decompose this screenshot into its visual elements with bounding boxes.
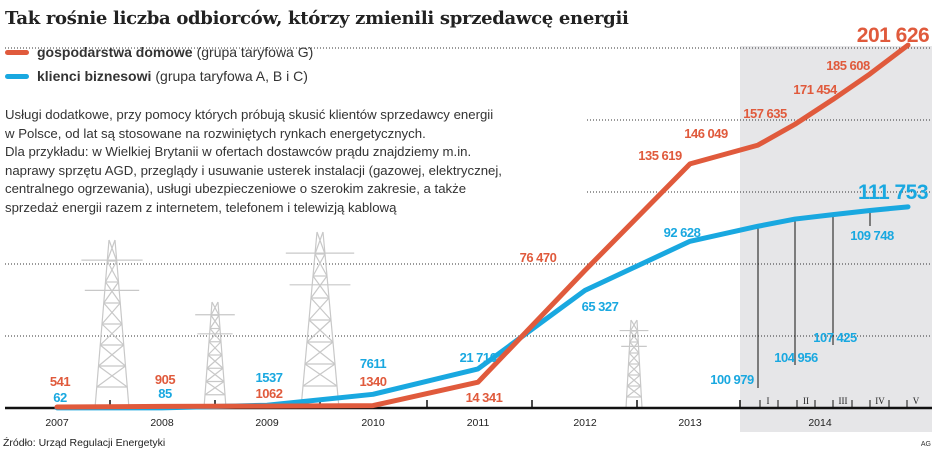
month-label: II <box>803 396 809 406</box>
pylon-brace <box>627 363 641 376</box>
data-label: 62 <box>53 390 67 405</box>
pylon-brace <box>209 314 221 329</box>
data-label: 7611 <box>360 356 386 371</box>
pylon-icon <box>195 301 235 409</box>
legend-swatch-red <box>5 49 29 55</box>
data-label: 65 327 <box>582 299 619 314</box>
pylon-brace <box>629 319 639 332</box>
pylon-brace <box>204 381 226 396</box>
pylon-brace <box>104 260 120 283</box>
data-label: 107 425 <box>813 330 857 345</box>
year-label: 2010 <box>361 417 385 429</box>
month-label: III <box>839 396 848 406</box>
data-label: 85 <box>158 386 172 401</box>
legend-item-households: gospodarstwa domowe (grupa taryfowa G) <box>5 44 313 60</box>
data-label: 171 454 <box>793 82 838 97</box>
legend-label-bold: klienci biznesowi <box>37 68 152 84</box>
data-label: 104 956 <box>774 350 818 365</box>
pylon-brace <box>205 367 225 382</box>
pylon-icon <box>285 231 355 409</box>
pylon-brace <box>306 319 334 343</box>
data-label: 109 748 <box>850 228 894 243</box>
pylon-icon <box>81 239 143 409</box>
pylon-brace <box>314 231 326 255</box>
year-label: 2013 <box>678 417 702 429</box>
description-line: Usługi dodatkowe, przy pomocy których pr… <box>5 107 494 122</box>
data-label: 157 635 <box>743 106 787 121</box>
series-line <box>54 42 911 410</box>
pylon-brace <box>628 341 640 354</box>
highlight-2014 <box>740 46 932 432</box>
pylon-icon <box>619 319 649 409</box>
year-label: 2007 <box>45 417 69 429</box>
legend-swatch-blue <box>5 73 29 79</box>
legend-item-business: klienci biznesowi (grupa taryfowa A, B i… <box>5 68 308 84</box>
data-label: 185 608 <box>826 58 870 73</box>
data-label: 14 341 <box>466 390 503 405</box>
description-line: sprzedaż energii razem z internetem, tel… <box>5 199 397 215</box>
data-label: 76 470 <box>520 250 557 265</box>
pylon-brace <box>308 297 332 321</box>
description-line: Dla przykładu: w Wielkiej Brytanii w ofe… <box>5 144 472 159</box>
pylon-brace <box>210 301 220 316</box>
year-label: 2012 <box>573 417 597 429</box>
description-line: naprawy sprzętu AGD, przeglądy i usuwani… <box>5 162 502 178</box>
year-label: 2014 <box>808 417 832 429</box>
pylon-arm <box>81 259 143 291</box>
data-label: 541 <box>50 374 70 389</box>
data-label: 1537 <box>256 370 283 385</box>
pylon-brace <box>98 344 126 367</box>
pylon-brace <box>310 275 330 299</box>
data-label: 135 619 <box>638 148 682 163</box>
month-label: IV <box>875 396 885 406</box>
pylon-brace <box>628 352 640 365</box>
credit: AG <box>920 441 931 448</box>
pylon-brace <box>312 253 328 277</box>
legend-label-bold: gospodarstwa domowe <box>37 44 193 60</box>
pylon-arm <box>285 252 355 286</box>
pylon-brace <box>99 323 125 346</box>
data-label: 905 <box>155 372 175 387</box>
description-line: centralnego ogrzewania), usługi ubezpiec… <box>5 181 467 196</box>
pylon-brace <box>629 330 639 343</box>
legend-label-rest: (grupa taryfowa G) <box>196 44 314 60</box>
pylon-brace <box>304 341 336 365</box>
chart-title: Tak rośnie liczba odbiorców, którzy zmie… <box>5 8 629 29</box>
data-label: 92 628 <box>664 225 701 240</box>
pylon-brace <box>96 365 128 388</box>
pylon-brace <box>626 385 642 398</box>
year-label: 2008 <box>150 417 174 429</box>
data-label: 111 753 <box>858 181 928 204</box>
pylon-brace <box>207 341 223 356</box>
pylon-brace <box>106 239 118 262</box>
pylon-brace <box>206 354 224 369</box>
pylon-brace <box>302 363 338 387</box>
year-label: 2009 <box>255 417 279 429</box>
data-label: 1340 <box>360 374 387 389</box>
data-label: 146 049 <box>684 126 728 141</box>
pylon-arm <box>195 314 235 335</box>
source-note: Źródło: Urząd Regulacji Energetyki <box>3 437 166 449</box>
data-label: 21 716 <box>460 350 497 365</box>
pylon-brace <box>103 281 121 304</box>
data-label: 1062 <box>256 386 283 401</box>
description: Usługi dodatkowe, przy pomocy których pr… <box>5 106 585 217</box>
year-label: 2011 <box>467 417 490 429</box>
legend-label-rest: (grupa taryfowa A, B i C) <box>155 68 308 84</box>
description-line: w Polsce, od lat są stosowane na rozwini… <box>5 125 426 141</box>
month-label: I <box>767 396 770 406</box>
pylon-brace <box>101 302 123 325</box>
data-label: 201 626 <box>857 24 929 47</box>
pylon-brace <box>626 374 642 387</box>
pylon-arm <box>619 329 649 347</box>
pylon-brace <box>208 328 222 343</box>
month-label: V <box>913 396 920 406</box>
data-label: 100 979 <box>710 372 754 387</box>
